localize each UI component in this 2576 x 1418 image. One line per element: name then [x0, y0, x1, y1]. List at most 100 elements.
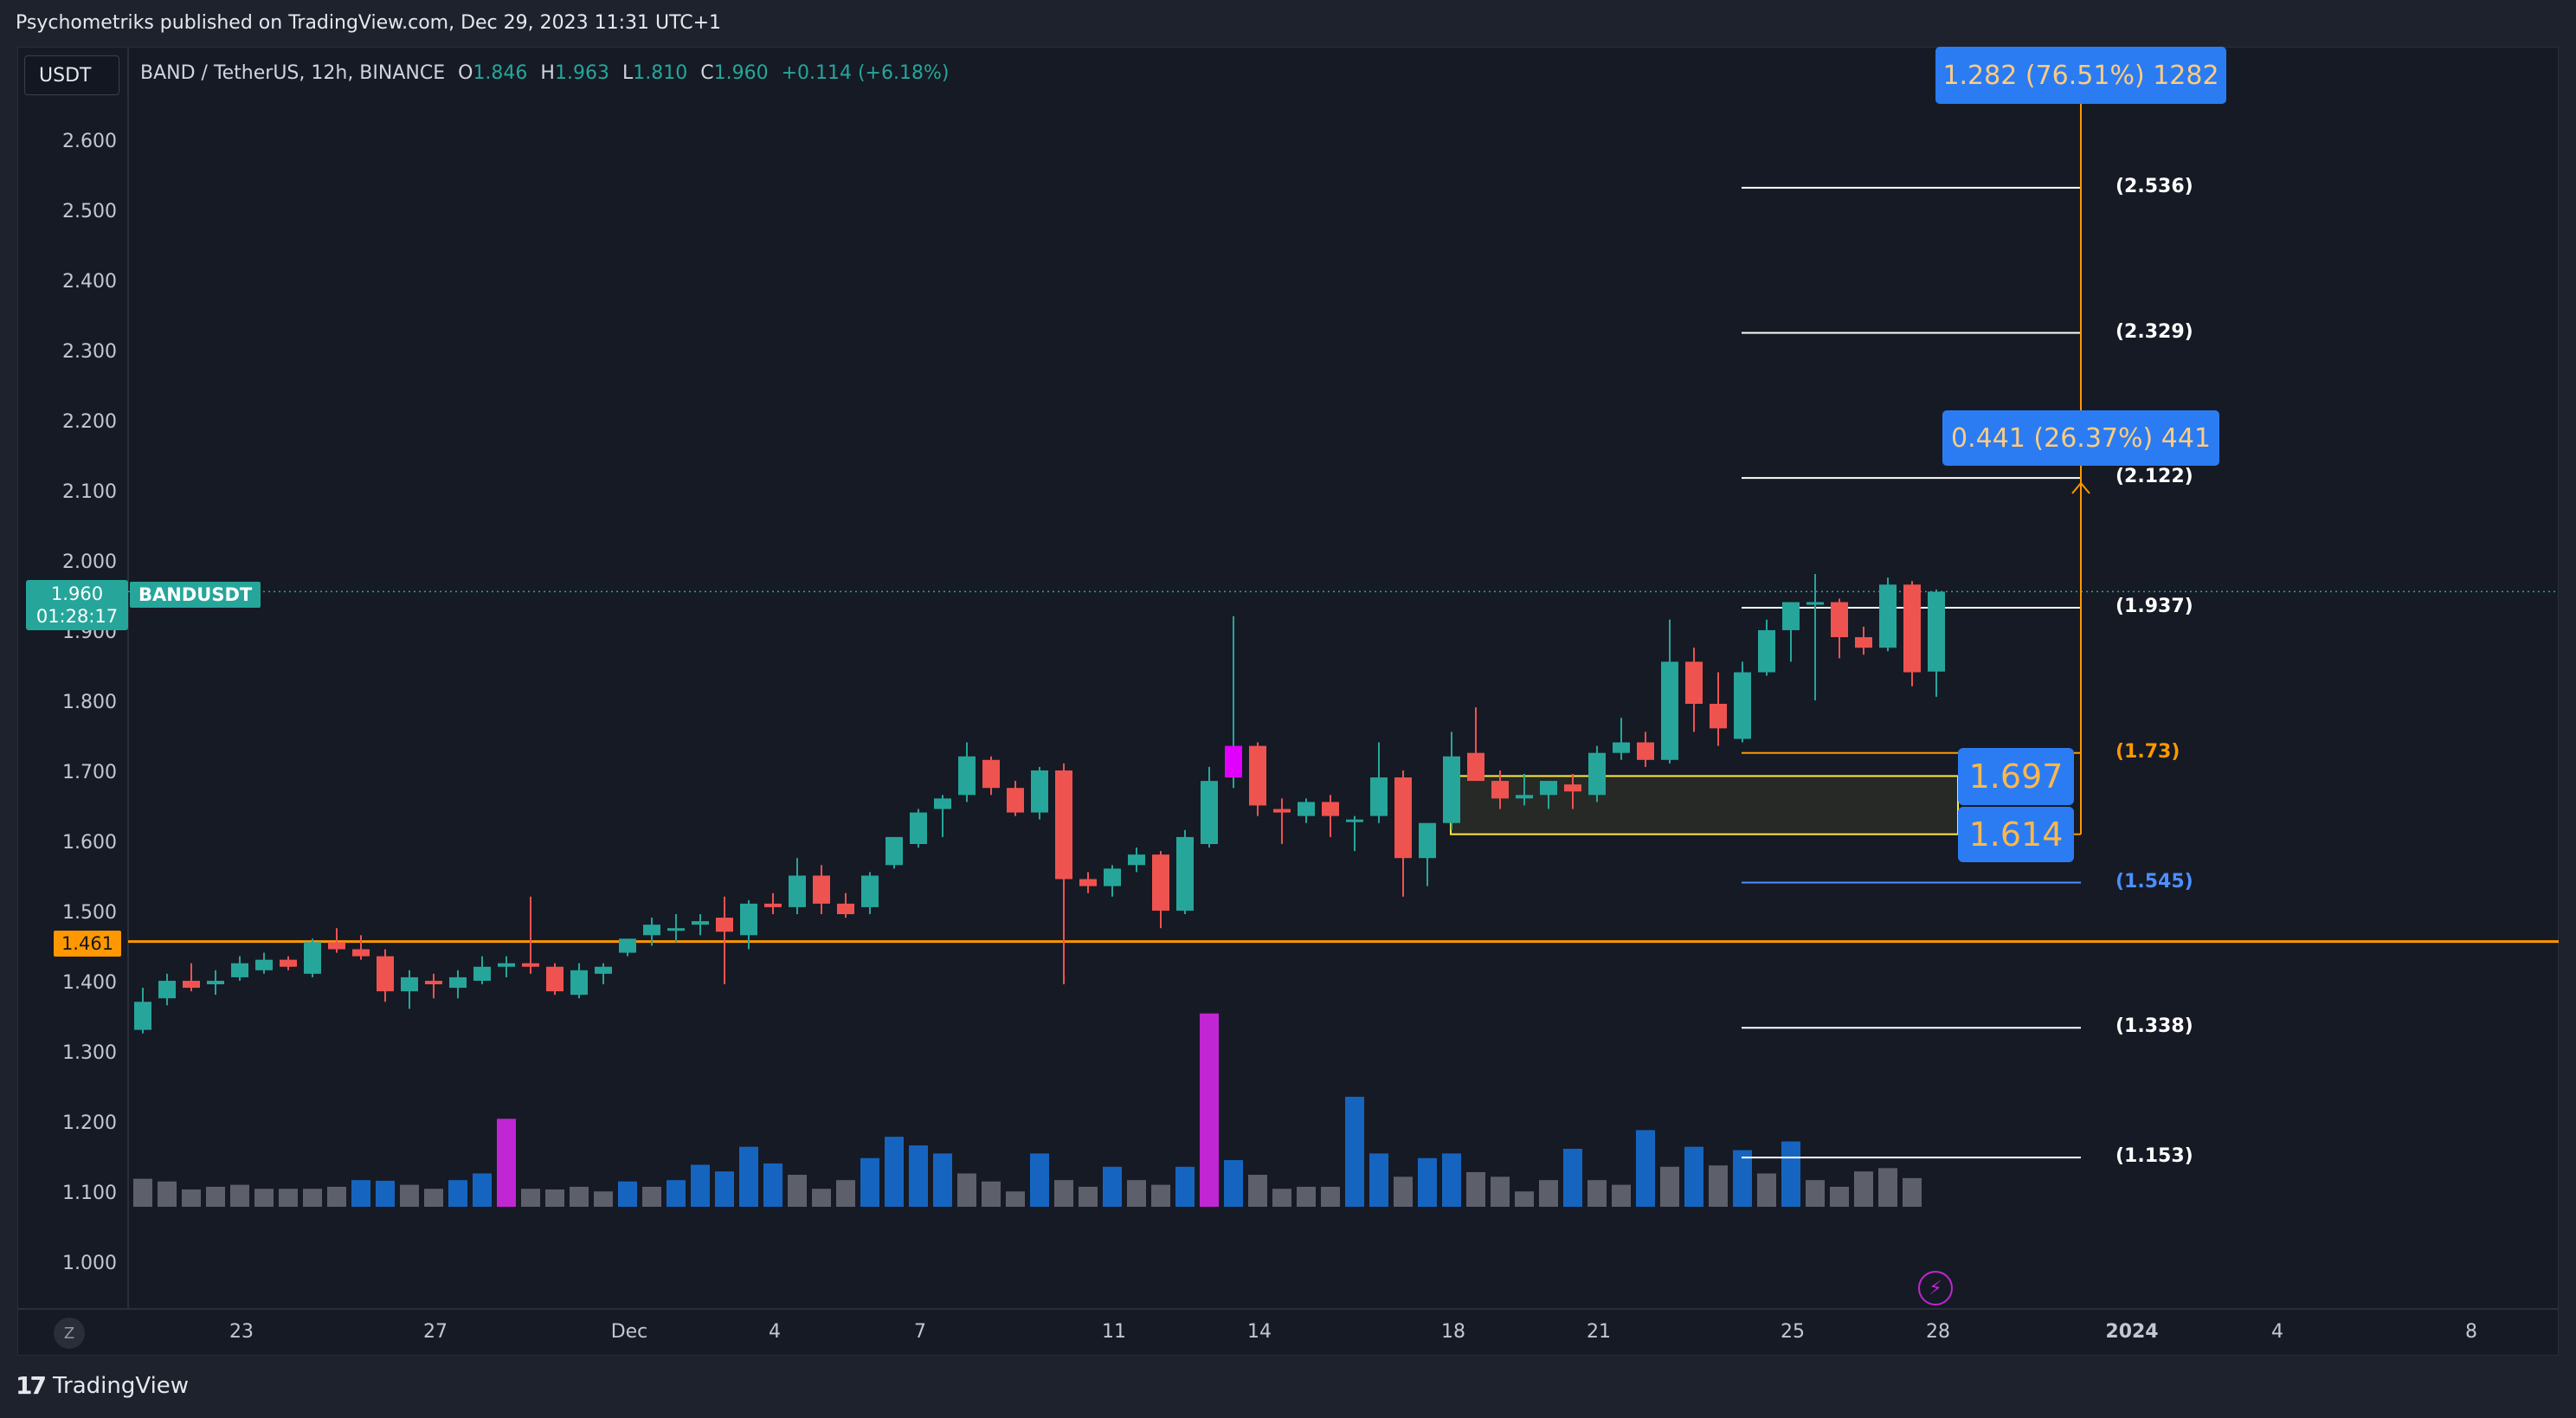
candle-body[interactable] — [1104, 868, 1121, 886]
candle-body[interactable] — [837, 903, 854, 914]
candle-body[interactable] — [1613, 742, 1630, 753]
candle-body[interactable] — [158, 980, 176, 999]
candle-body[interactable] — [1734, 672, 1751, 739]
candle-body[interactable] — [692, 921, 709, 925]
candle-body[interactable] — [304, 942, 321, 974]
x-tick-label: 25 — [1781, 1321, 1805, 1343]
candle-body[interactable] — [207, 980, 224, 984]
candle-body[interactable] — [1128, 854, 1145, 866]
candle-body[interactable] — [1152, 854, 1169, 911]
candle-body[interactable] — [498, 963, 515, 967]
candle-body[interactable] — [764, 903, 782, 907]
candle-body[interactable] — [1637, 742, 1654, 760]
candle-body[interactable] — [1201, 781, 1218, 844]
candle-body[interactable] — [1007, 788, 1024, 813]
timezone-button[interactable]: Z — [54, 1318, 85, 1349]
candle-body[interactable] — [1225, 745, 1242, 778]
candle-body[interactable] — [1443, 756, 1460, 823]
candle-body[interactable] — [619, 938, 636, 953]
candle-body[interactable] — [1394, 777, 1412, 859]
x-tick-label: 4 — [2271, 1321, 2283, 1343]
candle-body[interactable] — [449, 976, 467, 989]
candle-body[interactable] — [1685, 661, 1703, 704]
candle-body[interactable] — [982, 759, 1000, 789]
x-tick-label: 18 — [1441, 1321, 1465, 1343]
candle-body[interactable] — [1564, 784, 1581, 792]
candle-body[interactable] — [401, 976, 418, 992]
zone-lower-label[interactable]: 1.614 — [1958, 807, 2074, 862]
measure-label-middle[interactable]: 0.441 (26.37%) 441 — [1942, 410, 2219, 466]
candle-body[interactable] — [1079, 879, 1097, 886]
candle-body[interactable] — [1855, 637, 1872, 648]
candle-body[interactable] — [740, 903, 757, 936]
candle-body[interactable] — [934, 798, 951, 809]
candle-body[interactable] — [789, 875, 806, 907]
candle-body[interactable] — [1831, 602, 1848, 638]
candle-body[interactable] — [134, 1002, 151, 1030]
candle-body[interactable] — [328, 942, 345, 950]
candle-body[interactable] — [910, 812, 927, 844]
candle-body[interactable] — [1419, 822, 1436, 859]
candle-body[interactable] — [595, 966, 612, 974]
candle-body[interactable] — [570, 970, 588, 996]
candle-body[interactable] — [1249, 745, 1266, 806]
volume-bar — [1248, 1175, 1267, 1207]
candle-body[interactable] — [861, 875, 879, 907]
candle-body[interactable] — [1055, 770, 1072, 880]
candle-body[interactable] — [280, 959, 297, 967]
candle-body[interactable] — [1516, 795, 1533, 799]
tradingview-logo[interactable]: 17 TradingView — [16, 1371, 189, 1400]
demand-zone[interactable] — [1450, 775, 1959, 835]
candle-body[interactable] — [425, 980, 442, 984]
measure-label-top[interactable]: 1.282 (76.51%) 1282 — [1935, 47, 2226, 104]
candle-body[interactable] — [1710, 704, 1727, 729]
volume-bar — [1903, 1177, 1922, 1207]
candle-body[interactable] — [1903, 584, 1921, 673]
candle-body[interactable] — [1540, 781, 1557, 796]
candle-body[interactable] — [1467, 752, 1484, 782]
candle-body[interactable] — [183, 980, 200, 989]
candle-body[interactable] — [1273, 809, 1291, 813]
candle-body[interactable] — [1031, 770, 1048, 813]
legend-l-value: 1.810 — [633, 62, 688, 84]
currency-selector[interactable]: USDT — [24, 55, 119, 95]
candle-body[interactable] — [1491, 781, 1509, 799]
candle-body[interactable] — [231, 963, 248, 977]
candle-body[interactable] — [546, 966, 564, 992]
volume-bar — [812, 1189, 831, 1207]
candle-body[interactable] — [1758, 629, 1775, 673]
candle-body[interactable] — [352, 949, 370, 957]
candle-body[interactable] — [377, 956, 394, 992]
candle-body[interactable] — [643, 925, 660, 936]
candle-body[interactable] — [1298, 802, 1315, 816]
candle-body[interactable] — [1806, 602, 1824, 605]
candle-body[interactable] — [1879, 584, 1897, 648]
candle-body[interactable] — [886, 836, 903, 866]
chart-panel[interactable] — [17, 47, 2559, 1356]
candle-body[interactable] — [1370, 777, 1388, 816]
candle-body[interactable] — [473, 966, 491, 981]
candle-body[interactable] — [1176, 836, 1194, 911]
y-tick-label: 2.200 — [62, 411, 117, 433]
volume-bar — [1515, 1191, 1534, 1207]
candle-body[interactable] — [1782, 602, 1800, 630]
x-tick-label: 11 — [1102, 1321, 1126, 1343]
volume-bar — [1806, 1180, 1825, 1207]
candle-body[interactable] — [1346, 819, 1363, 822]
lightning-icon[interactable]: ⚡ — [1918, 1271, 1953, 1305]
candle-body[interactable] — [667, 928, 685, 931]
candle-body[interactable] — [255, 959, 273, 970]
x-tick-label: 27 — [423, 1321, 448, 1343]
legend-symbol[interactable]: BAND / TetherUS, 12h, BINANCE — [140, 62, 446, 84]
candle-body[interactable] — [1928, 591, 1945, 672]
candle-body[interactable] — [1322, 802, 1339, 816]
volume-bar — [303, 1189, 322, 1207]
candle-body[interactable] — [1661, 661, 1678, 760]
candle-body[interactable] — [1588, 752, 1606, 796]
candle-body[interactable] — [958, 756, 976, 796]
candle-body[interactable] — [813, 875, 830, 904]
candle-body[interactable] — [716, 918, 733, 932]
zone-upper-label[interactable]: 1.697 — [1958, 748, 2074, 805]
candle-body[interactable] — [522, 963, 539, 967]
